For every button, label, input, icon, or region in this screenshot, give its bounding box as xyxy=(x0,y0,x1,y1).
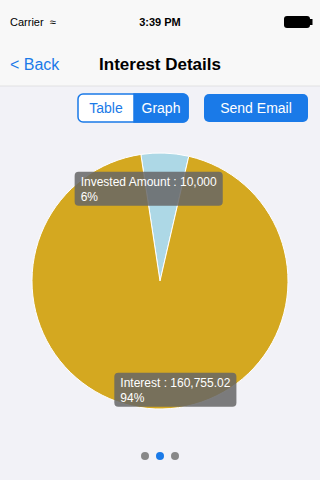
nav-separator xyxy=(0,86,320,87)
value-label: 6% xyxy=(81,190,99,204)
clock: 3:39 PM xyxy=(139,16,181,28)
battery-tip xyxy=(310,19,313,25)
segmented-control: Table Graph xyxy=(78,94,188,122)
page-indicator xyxy=(141,452,179,460)
page: Carrier ≈ 3:39 PM < Back Interest Details Ta… xyxy=(0,0,320,480)
nav-bar xyxy=(0,43,320,86)
table-label[interactable]: Table xyxy=(89,100,123,116)
battery xyxy=(284,16,310,28)
category-label: Invested Amount : 10,000 xyxy=(81,175,217,189)
graph-button[interactable] xyxy=(134,94,188,122)
value-label: 94% xyxy=(120,391,144,405)
status-bar xyxy=(0,0,320,43)
graph-label[interactable]: Graph xyxy=(142,100,181,116)
slice-label: Invested Amount : 10,0006% xyxy=(75,172,223,206)
slice-label: Interest : 160,755.0294% xyxy=(114,373,236,407)
send-email-button[interactable] xyxy=(204,94,308,122)
title: Interest Details xyxy=(99,55,221,74)
label-box xyxy=(75,172,223,206)
table-button[interactable] xyxy=(78,94,188,122)
page-dot xyxy=(171,452,179,460)
carrier: Carrier ≈ xyxy=(10,16,56,28)
send-email-label[interactable]: Send Email xyxy=(220,100,292,116)
back-button[interactable]: < Back xyxy=(10,56,60,73)
label-box xyxy=(114,373,236,407)
page-dot xyxy=(156,452,164,460)
pie-slice xyxy=(32,154,288,409)
category-label: Interest : 160,755.02 xyxy=(120,376,230,390)
background xyxy=(0,0,320,480)
pie xyxy=(32,153,288,409)
page-dot xyxy=(141,452,149,460)
